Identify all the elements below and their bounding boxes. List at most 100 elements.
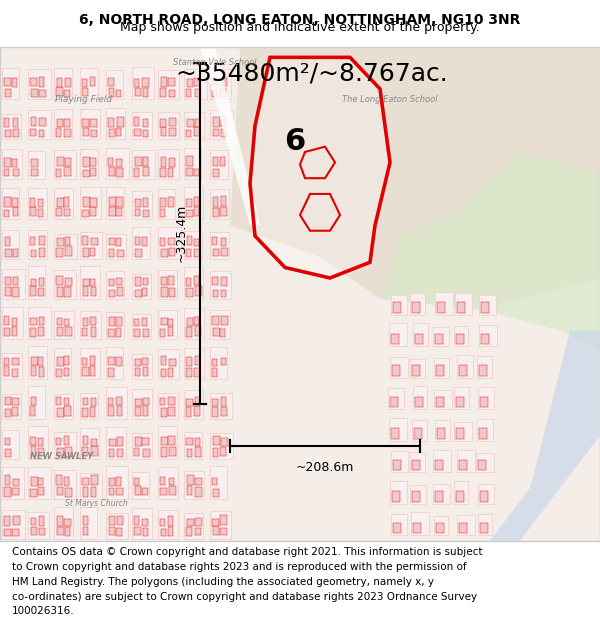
Bar [478,460,486,470]
Bar [161,157,166,167]
Bar [134,79,139,87]
Bar [2,431,19,459]
Bar [109,289,115,297]
Bar [456,491,464,502]
Bar [142,519,148,526]
Bar [31,118,36,126]
Bar [212,408,218,417]
Bar [220,157,225,166]
Bar [82,358,87,365]
Bar [56,369,62,377]
Bar [135,408,141,416]
Bar [194,276,199,286]
Bar [134,168,139,177]
Bar [38,487,44,496]
Bar [109,478,115,486]
Bar [132,67,154,99]
Bar [4,316,9,325]
Bar [160,119,166,127]
Bar [91,130,97,138]
Bar [64,436,69,445]
Bar [80,311,101,339]
Bar [4,118,9,127]
Bar [39,317,44,325]
Bar [132,314,151,339]
Bar [5,288,11,296]
Polygon shape [230,47,600,309]
Bar [158,70,179,99]
Bar [2,394,21,419]
Bar [134,478,139,485]
Bar [437,302,445,312]
Bar [168,397,175,405]
Bar [2,352,22,379]
Bar [64,197,69,206]
Bar [80,392,98,419]
Bar [31,89,38,98]
Bar [142,438,149,445]
Bar [4,158,11,167]
Bar [82,368,89,376]
Bar [184,112,204,139]
Bar [212,359,217,366]
Bar [135,157,142,166]
Bar [212,399,218,406]
Bar [116,397,122,405]
Bar [194,239,199,246]
Bar [213,448,218,457]
Bar [434,516,448,536]
Polygon shape [380,152,600,351]
Bar [457,450,475,472]
Bar [117,406,122,416]
Bar [108,118,114,127]
Bar [2,68,19,99]
Bar [83,398,88,405]
Bar [477,356,492,377]
Bar [80,187,101,219]
Bar [221,438,228,446]
Bar [12,159,17,167]
Bar [82,88,88,96]
Bar [436,397,444,408]
Bar [161,288,168,297]
Bar [161,249,168,257]
Bar [39,278,44,286]
Bar [106,271,124,299]
Bar [4,78,11,86]
Bar [195,487,202,496]
Bar [54,507,73,539]
Bar [39,528,45,536]
Bar [109,527,115,536]
Bar [4,210,9,217]
Bar [132,112,152,139]
Bar [4,358,9,365]
Bar [457,302,465,312]
Bar [57,198,64,206]
Bar [80,428,99,459]
Bar [187,79,193,87]
Bar [186,408,191,417]
Bar [436,365,444,376]
Bar [28,308,51,339]
Bar [64,356,69,365]
Bar [64,167,71,176]
Bar [57,119,63,127]
Bar [28,386,45,419]
Bar [143,368,148,376]
Bar [212,90,217,98]
Bar [30,206,36,216]
Bar [90,206,96,216]
Bar [158,112,179,139]
Bar [83,197,90,206]
Bar [210,434,233,459]
Bar [57,448,64,456]
Bar [4,487,11,496]
Bar [412,365,420,376]
Bar [413,522,421,533]
Bar [186,399,193,406]
Bar [64,406,71,416]
Bar [12,488,19,496]
Text: 100026316.: 100026316. [12,606,74,616]
Bar [80,266,100,299]
Bar [91,439,97,446]
